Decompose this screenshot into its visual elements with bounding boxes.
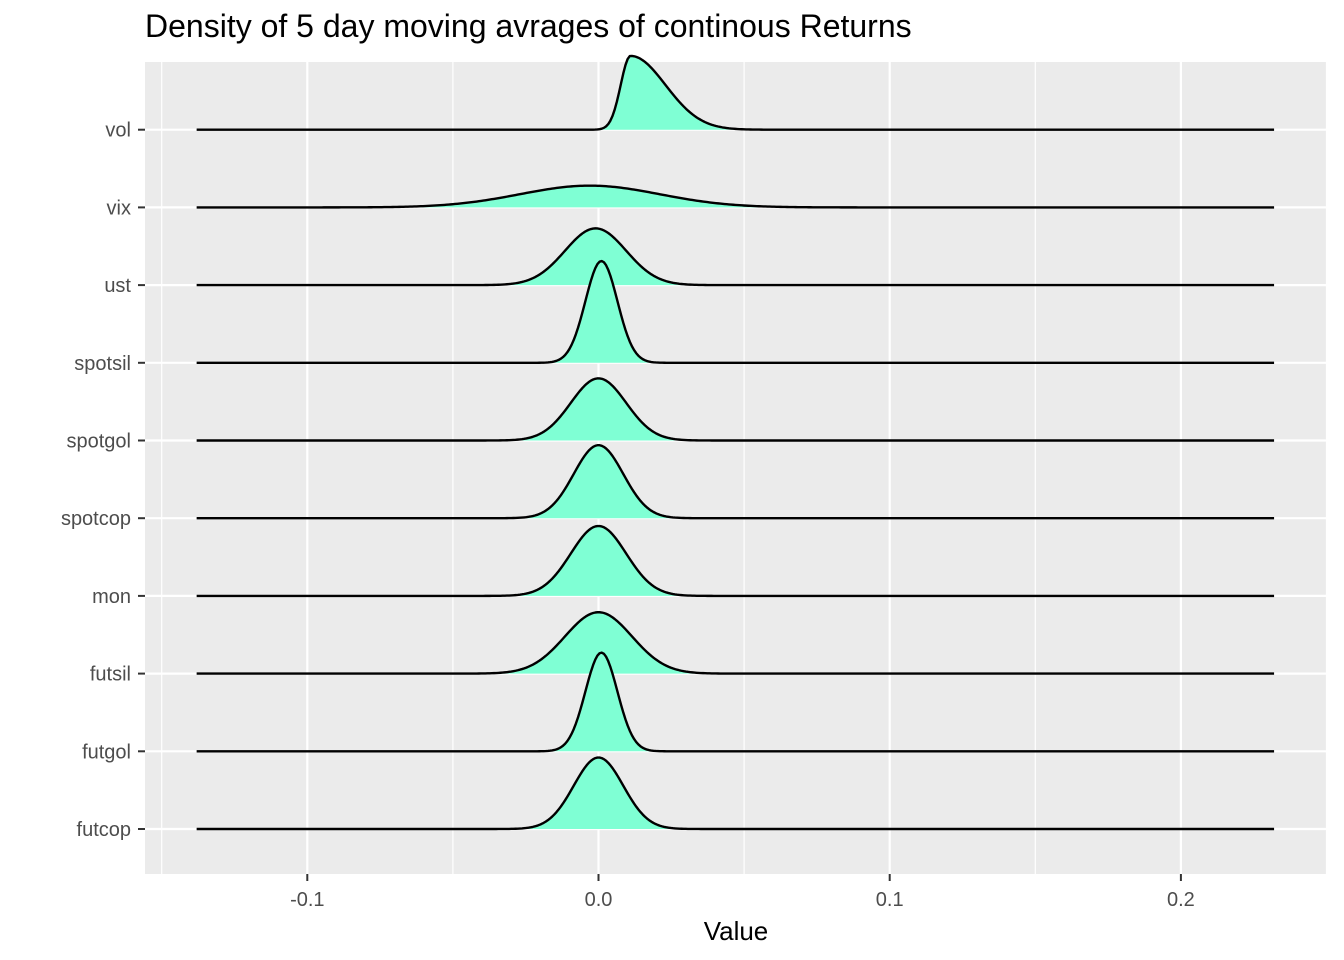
y-tick-label: futgol	[82, 741, 131, 763]
y-tick-label: spotgol	[67, 431, 132, 453]
y-tick-label: spotcop	[61, 508, 131, 530]
chart-title: Density of 5 day moving avrages of conti…	[145, 8, 912, 44]
y-tick-label: futsil	[90, 664, 131, 686]
y-axis: futcop futgol futsil mon spotcop spotgol spots…	[61, 120, 145, 841]
x-tick-label: 0.0	[585, 889, 613, 911]
ridge-line-futgol	[196, 651, 1275, 753]
y-tick-label: vol	[105, 120, 131, 142]
ridge-line-futsil	[196, 611, 1275, 675]
y-tick-label: spotsil	[74, 353, 131, 375]
density-ridges	[196, 54, 1275, 831]
ridge-line-futcop	[196, 756, 1275, 831]
ridge-line-spotgol	[196, 377, 1275, 442]
x-tick-label: 0.1	[876, 889, 904, 911]
ridge-line-spotcop	[196, 444, 1275, 520]
x-axis-title: Value	[704, 916, 769, 946]
ridge-line-spotsil	[196, 259, 1275, 364]
y-tick-label: mon	[92, 586, 131, 608]
x-axis: -0.1 0.0 0.1 0.2	[290, 874, 1195, 911]
ridge-line-ust	[196, 227, 1275, 287]
y-tick-label: futcop	[77, 819, 131, 841]
x-tick-label: -0.1	[290, 889, 324, 911]
grid-minor	[161, 62, 1328, 874]
x-tick-label: 0.2	[1167, 889, 1195, 911]
y-tick-label: vix	[107, 197, 131, 219]
plot-panel	[145, 62, 1327, 874]
ridge-line-vix	[196, 184, 1275, 209]
ridge-line-vol	[196, 54, 1275, 131]
y-tick-label: ust	[104, 275, 131, 297]
ridge-line-mon	[196, 524, 1275, 598]
